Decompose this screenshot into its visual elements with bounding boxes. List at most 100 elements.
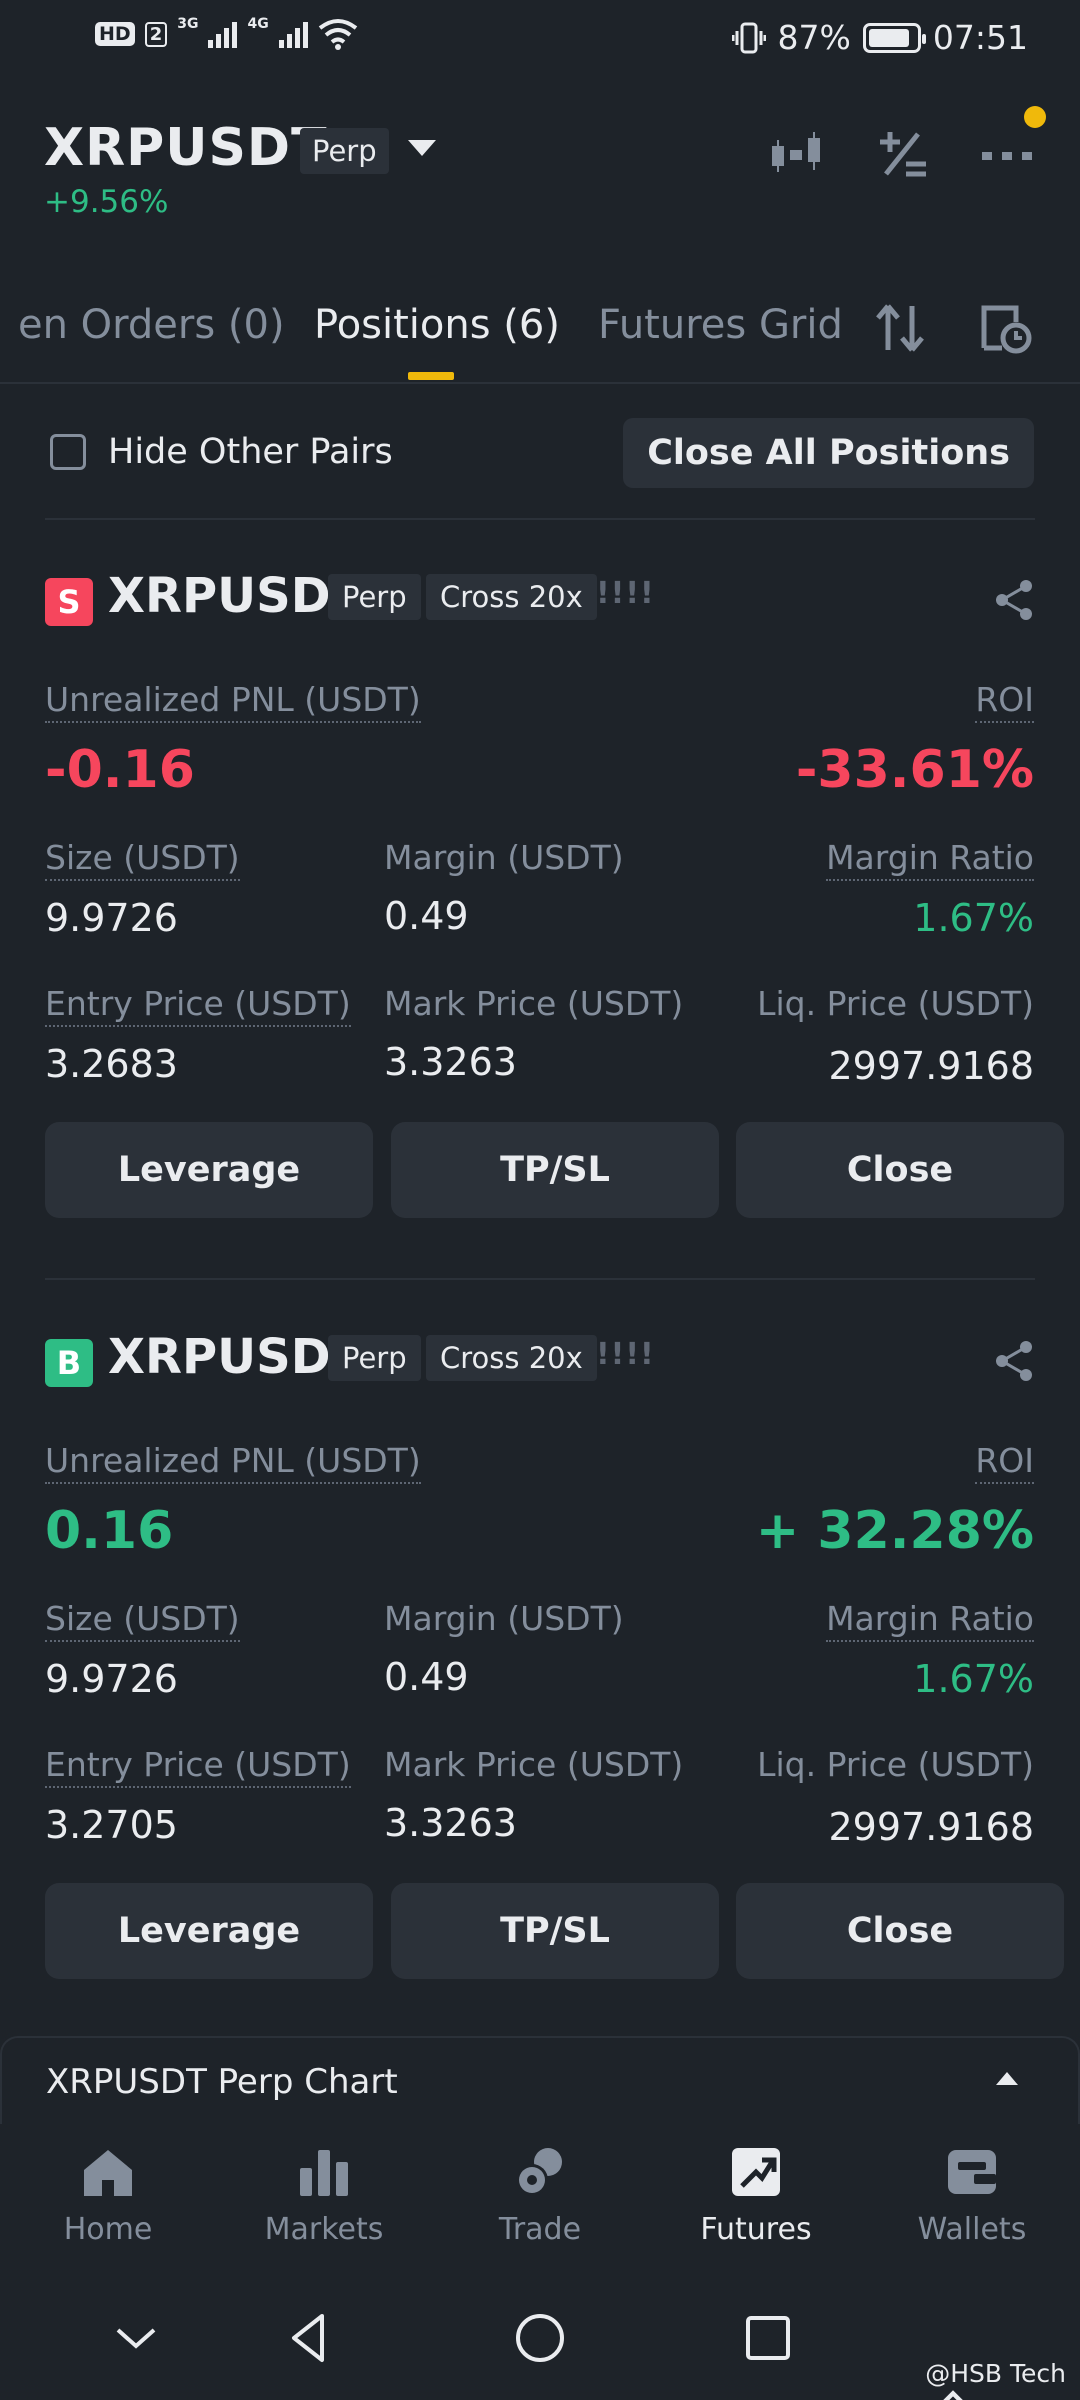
tpsl-button[interactable]: TP/SL [391,1122,719,1218]
mark-price-value: 3.3263 [384,1801,517,1845]
divider [45,518,1035,520]
status-left: HD 2 3G 4G [95,16,358,50]
margin-ratio-label[interactable]: Margin Ratio [826,838,1034,881]
diamond-icon [943,2390,963,2400]
liq-price-value: 2997.9168 [828,1044,1035,1088]
size-value: 9.9726 [45,896,178,940]
bottom-nav: Home Markets Trade Futures Wa [0,2124,1080,2280]
margin-mode-tag[interactable]: Cross 20x [426,574,597,620]
nav-label: Markets [264,2212,384,2247]
wifi-icon [318,19,357,50]
close-all-positions-button[interactable]: Close All Positions [623,418,1034,488]
candlestick-icon[interactable] [766,124,826,184]
liq-price-label: Liq. Price (USDT) [757,1745,1034,1784]
nav-label: Trade [498,2212,582,2247]
symbol-header: XRPUSDT Perp +9.56% [0,110,1080,230]
liq-price-label: Liq. Price (USDT) [757,984,1034,1023]
mark-price-label: Mark Price (USDT) [384,1745,684,1784]
chevron-up-icon[interactable] [996,2072,1018,2085]
entry-price-value: 3.2683 [45,1042,178,1086]
hide-other-pairs-checkbox[interactable] [50,434,86,470]
position-card: S XRPUSDT Perp Cross 20x !!!! Unrealized… [0,536,1080,1236]
unrealized-pnl: 0.16 [45,1501,174,1561]
calculator-icon[interactable] [872,124,932,184]
home-circle-icon[interactable] [512,2310,568,2366]
size-label[interactable]: Size (USDT) [45,838,240,881]
side-badge-short: S [45,578,93,626]
vibrate-icon [731,22,766,53]
recents-icon[interactable] [740,2310,796,2366]
adl-indicator: !!!! [596,576,655,611]
status-right: 87% 07:51 [731,18,1028,57]
share-icon[interactable] [992,1339,1036,1383]
margin-label: Margin (USDT) [384,1599,624,1638]
chevron-down-icon[interactable] [108,2310,164,2366]
position-symbol[interactable]: XRPUSDT [108,568,364,624]
close-position-button[interactable]: Close [736,1122,1064,1218]
share-icon[interactable] [992,578,1036,622]
tpsl-button[interactable]: TP/SL [391,1883,719,1979]
margin-ratio-value: 1.67% [913,1657,1034,1701]
margin-ratio-label[interactable]: Margin Ratio [826,1599,1034,1642]
hide-other-pairs-label[interactable]: Hide Other Pairs [108,432,393,472]
contract-tag: Perp [328,1335,421,1381]
leverage-button[interactable]: Leverage [45,1122,373,1218]
chart-panel-toggle[interactable]: XRPUSDT Perp Chart [0,2036,1080,2124]
roi-label[interactable]: ROI [975,1441,1034,1484]
entry-price-value: 3.2705 [45,1803,178,1847]
clock: 07:51 [932,18,1028,57]
pnl-label[interactable]: Unrealized PNL (USDT) [45,1441,421,1484]
margin-value: 0.49 [384,894,469,938]
tab-bar: en Orders (0) Positions (6) Futures Grid [0,280,1080,384]
sim-badge: 2 [144,21,168,47]
battery-percent: 87% [777,18,851,57]
entry-price-label[interactable]: Entry Price (USDT) [45,1745,351,1788]
chevron-down-icon[interactable] [408,140,436,156]
more-icon[interactable] [978,124,1038,184]
side-badge-long: B [45,1339,93,1387]
active-tab-indicator [408,372,454,380]
network-type-1: 3G [177,16,199,32]
liq-price-value: 2997.9168 [828,1805,1035,1849]
margin-mode-tag[interactable]: Cross 20x [426,1335,597,1381]
tab-positions[interactable]: Positions (6) [314,302,560,348]
system-nav-bar: @HSB Tech [0,2280,1080,2400]
nav-label: Futures [700,2212,812,2247]
tab-futures-grid[interactable]: Futures Grid [598,302,843,348]
divider [45,1278,1035,1280]
size-label[interactable]: Size (USDT) [45,1599,240,1642]
signal-icon [278,20,308,48]
nav-home[interactable]: Home [0,2142,216,2247]
margin-label: Margin (USDT) [384,838,624,877]
hd-badge: HD [95,22,135,46]
close-position-button[interactable]: Close [736,1883,1064,1979]
back-icon[interactable] [282,2310,338,2366]
nav-trade[interactable]: Trade [432,2142,648,2247]
mark-price-label: Mark Price (USDT) [384,984,684,1023]
roi-value: -33.61% [795,740,1034,800]
chart-panel-title: XRPUSDT Perp Chart [46,2062,398,2102]
signal-icon [208,20,238,48]
pnl-label[interactable]: Unrealized PNL (USDT) [45,680,421,723]
roi-label[interactable]: ROI [975,680,1034,723]
nav-markets[interactable]: Markets [216,2142,432,2247]
nav-futures[interactable]: Futures [648,2142,864,2247]
nav-wallets[interactable]: Wallets [864,2142,1080,2247]
margin-value: 0.49 [384,1655,469,1699]
leverage-button[interactable]: Leverage [45,1883,373,1979]
position-symbol[interactable]: XRPUSDT [108,1329,364,1385]
home-icon [84,2150,132,2196]
entry-price-label[interactable]: Entry Price (USDT) [45,984,351,1027]
trade-icon [516,2148,562,2196]
futures-icon [732,2148,780,2196]
size-value: 9.9726 [45,1657,178,1701]
adl-indicator: !!!! [596,1337,655,1372]
battery-icon [862,22,926,53]
symbol-title[interactable]: XRPUSDT [44,118,328,178]
filter-row: Hide Other Pairs Close All Positions [0,384,1080,520]
contract-tag: Perp [328,574,421,620]
sort-icon[interactable] [870,298,930,358]
contract-type-tag: Perp [300,128,389,174]
order-history-icon[interactable] [976,298,1036,358]
tab-open-orders[interactable]: en Orders (0) [18,302,285,348]
